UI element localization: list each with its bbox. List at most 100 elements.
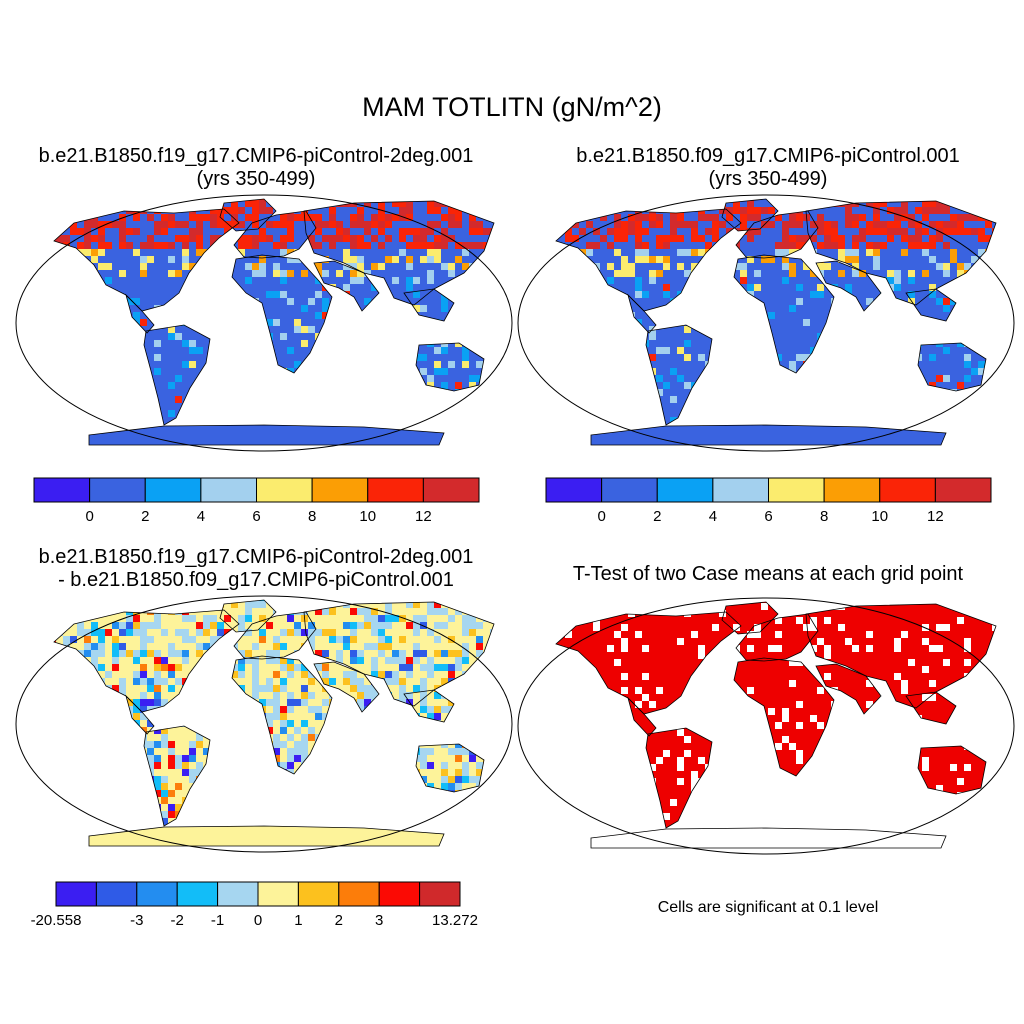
colorbar-panel-3-label-6: 2 xyxy=(334,912,343,929)
panel-1-title-line1: b.e21.B1850.f19_g17.CMIP6-piControl-2deg… xyxy=(38,145,474,167)
colorbar-panel-2-label-3: 6 xyxy=(764,508,773,525)
panel-1-asia-outline xyxy=(303,200,495,306)
colorbar-panel-3-box-4 xyxy=(217,881,259,907)
panel-3-title-line2: - b.e21.B1850.f09_g17.CMIP6-piControl.00… xyxy=(58,569,454,591)
panel-1-coastlines xyxy=(53,198,495,446)
colorbar-panel-2-box-0 xyxy=(545,477,603,503)
panel-3-title: b.e21.B1850.f19_g17.CMIP6-piControl-2deg… xyxy=(0,546,512,592)
map-panel-1 xyxy=(15,194,513,452)
panel-3-australia-outline xyxy=(415,743,485,793)
colorbar-panel-1-box-5 xyxy=(311,477,369,503)
colorbar-panel-2-label-5: 10 xyxy=(871,508,889,525)
colorbar-panel-3-box-0 xyxy=(55,881,97,907)
colorbar-panel-2-box-2 xyxy=(656,477,714,503)
panel-2-title: b.e21.B1850.f09_g17.CMIP6-piControl.001 … xyxy=(512,145,1024,191)
colorbar-panel-3-box-8 xyxy=(378,881,421,907)
panel-1-title: b.e21.B1850.f19_g17.CMIP6-piControl-2deg… xyxy=(0,145,512,191)
colorbar-panel-2 xyxy=(545,477,992,503)
colorbar-panel-2-label-2: 4 xyxy=(708,508,718,525)
significance-note: Cells are significant at 0.1 level xyxy=(657,899,879,916)
panel-2-arabia-india-outline xyxy=(815,260,882,312)
panel-1-globe-frame xyxy=(15,194,513,452)
colorbar-panel-3-box-7 xyxy=(338,881,380,907)
panel-4-antarctica-outline xyxy=(590,827,947,849)
colorbar-panel-3-box-5 xyxy=(257,881,299,907)
panel-3-africa-outline xyxy=(231,655,333,775)
panel-1-central-america-outline xyxy=(125,293,155,334)
colorbar-panel-1-label-1: 2 xyxy=(141,508,150,525)
panel-4-southeast-asia-outline xyxy=(905,691,957,725)
panel-4-arabia-india-outline xyxy=(815,663,882,715)
colorbar-panel-2-label-6: 12 xyxy=(927,508,944,525)
panel-4-coastlines xyxy=(555,601,997,849)
colorbar-panel-2-box-1 xyxy=(601,477,658,503)
panel-1-europe-outline xyxy=(233,210,317,259)
panel-4-globe-frame xyxy=(517,597,1015,855)
panel-3-globe-frame xyxy=(15,595,513,853)
colorbar-panel-1-label-0: 0 xyxy=(85,508,94,525)
colorbar-panel-1-label-3: 6 xyxy=(252,508,261,525)
colorbar-panel-2-box-5 xyxy=(823,477,881,503)
panel-3-coastlines xyxy=(53,599,495,847)
panel-1-north-america-outline xyxy=(53,208,240,312)
colorbar-panel-2-label-4: 8 xyxy=(819,508,829,525)
colorbar-panel-1-box-1 xyxy=(89,477,146,503)
panel-2-coastlines xyxy=(555,198,997,446)
colorbar-panel-3-box-3 xyxy=(176,881,219,907)
panel-4-greenland-outline xyxy=(721,601,779,635)
colorbar-panel-3-label-4: 0 xyxy=(253,912,263,929)
panel-2-australia-outline xyxy=(917,342,987,392)
panel-2-globe-frame xyxy=(517,194,1015,452)
panel-2-central-america-outline xyxy=(627,293,657,334)
map-panel-3 xyxy=(15,595,513,853)
panel-4-europe-outline xyxy=(735,613,819,662)
colorbar-panel-1-label-2: 4 xyxy=(196,508,206,525)
panel-3-greenland-outline xyxy=(219,599,277,633)
panel-3-north-america-outline xyxy=(53,609,240,713)
panel-2-north-america-outline xyxy=(555,208,742,312)
panel-4-south-america-outline xyxy=(645,727,713,829)
colorbar-panel-1-label-5: 10 xyxy=(359,508,377,525)
colorbar-panel-1-label-6: 12 xyxy=(415,508,432,525)
colorbar-panel-1-box-3 xyxy=(200,477,257,503)
colorbar-panel-1-box-7 xyxy=(422,477,480,503)
panel-4-north-america-outline xyxy=(555,611,742,715)
colorbar-panel-1-box-4 xyxy=(256,477,313,503)
panel-4-asia-outline xyxy=(805,603,997,709)
map-panel-2 xyxy=(517,194,1015,452)
panel-3-antarctica-outline xyxy=(88,825,445,847)
colorbar-panel-3-box-1 xyxy=(95,881,138,907)
colorbar-panel-3-label-5: 1 xyxy=(294,912,303,929)
panel-1-africa-outline xyxy=(231,254,333,374)
panel-2-south-america-outline xyxy=(645,324,713,426)
colorbar-panel-1-box-0 xyxy=(33,477,91,503)
panel-2-europe-outline xyxy=(735,210,819,259)
colorbar-panel-1 xyxy=(33,477,480,503)
panel-2-antarctica-outline xyxy=(590,424,947,446)
panel-1-arabia-india-outline xyxy=(313,260,380,312)
panel-1-antarctica-outline xyxy=(88,424,445,446)
panel-1-australia-outline xyxy=(415,342,485,392)
colorbar-panel-2-box-3 xyxy=(712,477,769,503)
panel-3-southeast-asia-outline xyxy=(403,689,455,723)
colorbar-panel-1-label-4: 8 xyxy=(307,508,317,525)
panel-2-asia-outline xyxy=(805,200,997,306)
colorbar-panel-3-box-9 xyxy=(419,881,461,907)
colorbar-panel-2-label-1: 2 xyxy=(653,508,662,525)
colorbar-panel-3-label-2: -2 xyxy=(170,912,184,929)
colorbar-panel-1-box-6 xyxy=(367,477,424,503)
panel-3-central-america-outline xyxy=(125,694,155,735)
panel-4-africa-outline xyxy=(733,657,835,777)
main-title: MAM TOTLITN (gN/m^2) xyxy=(362,92,662,122)
panel-4-title: T-Test of two Case means at each grid po… xyxy=(512,563,1024,586)
colorbar-panel-3-label-1: -3 xyxy=(130,912,144,929)
colorbar-panel-3-box-2 xyxy=(136,881,178,907)
panel-1-south-america-outline xyxy=(143,324,211,426)
panel-2-southeast-asia-outline xyxy=(905,288,957,322)
panel-3-arabia-india-outline xyxy=(313,661,380,713)
panel-4-title-line1: T-Test of two Case means at each grid po… xyxy=(572,563,964,585)
panel-3-south-america-outline xyxy=(143,725,211,827)
colorbar-panel-3-label-0: -20.558 xyxy=(30,912,82,929)
panel-3-title-line1: b.e21.B1850.f19_g17.CMIP6-piControl-2deg… xyxy=(38,546,474,568)
panel-2-title-line1: b.e21.B1850.f09_g17.CMIP6-piControl.001 xyxy=(576,145,960,167)
